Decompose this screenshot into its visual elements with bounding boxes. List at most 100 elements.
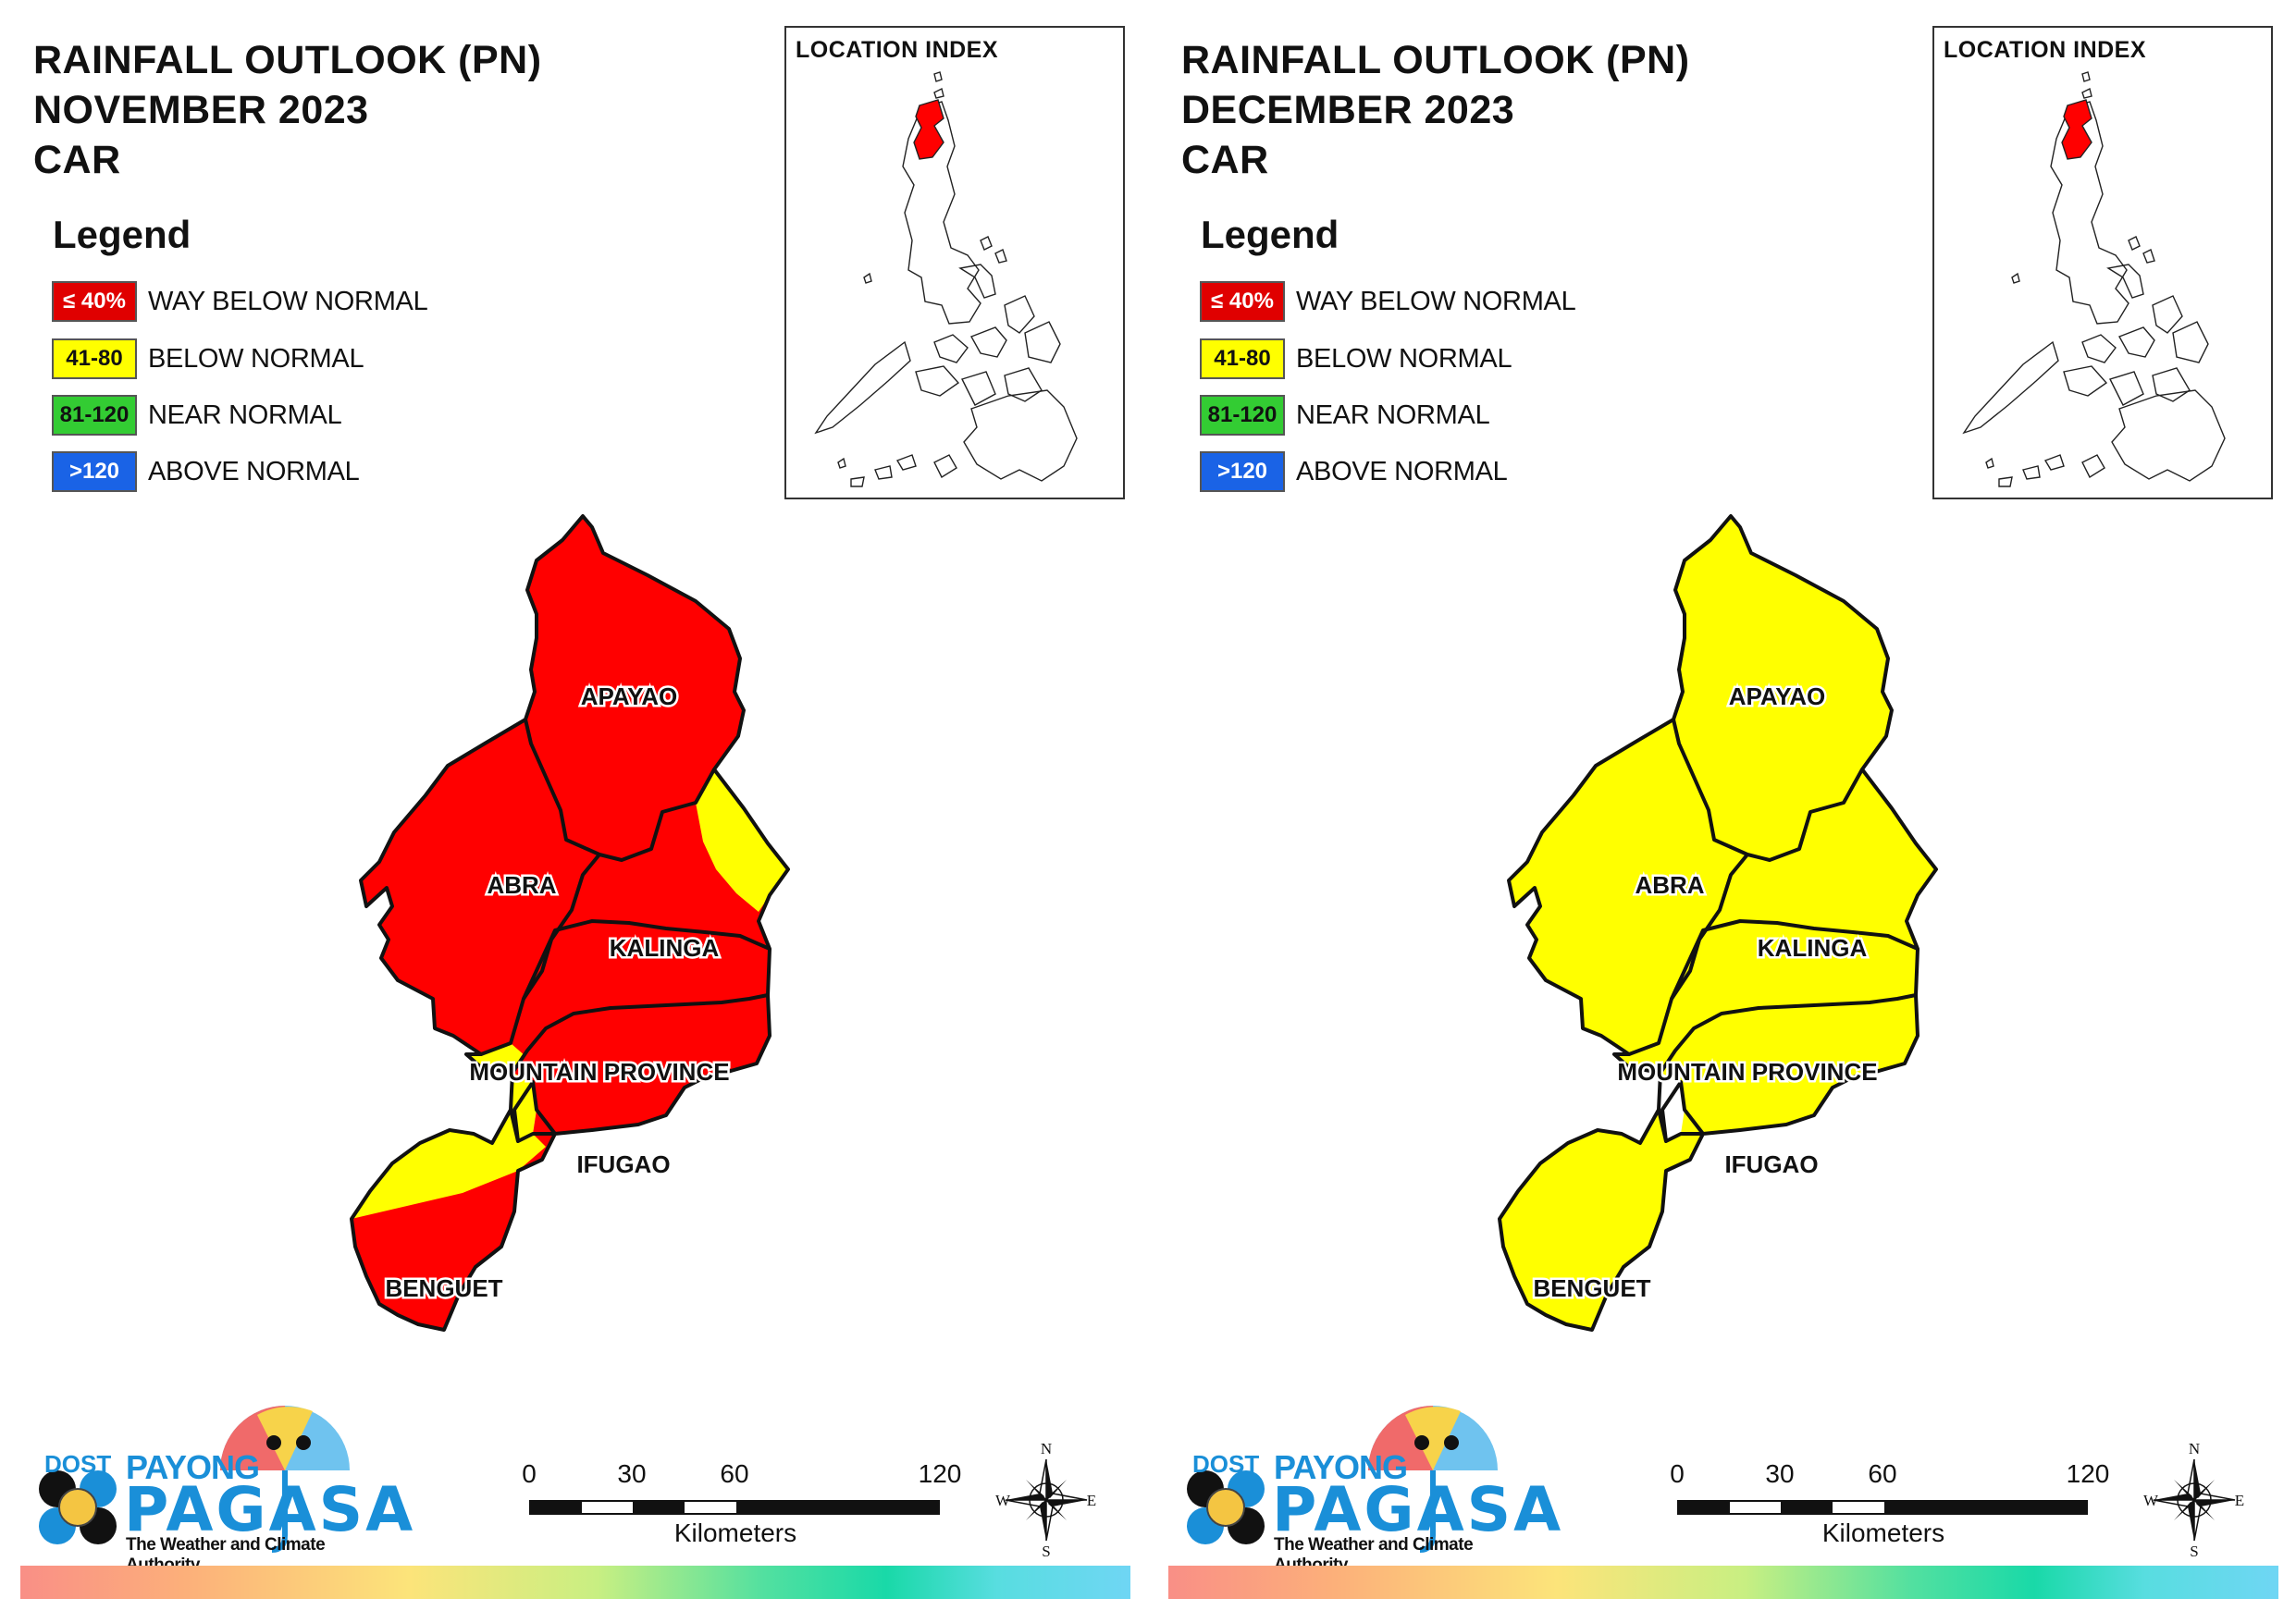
compass-rose-icon: N E S W [995,1440,1096,1559]
title-line-3: CAR [1181,138,1269,182]
legend-item-way-below-normal: ≤ 40% WAY BELOW NORMAL [52,280,428,323]
label-kalinga: KALINGA [610,934,720,962]
compass-n: N [1041,1440,1052,1457]
logo-pagasa-text: PAGASA [1272,1474,1564,1545]
legend-label: ABOVE NORMAL [148,456,360,486]
label-benguet: BENGUET [1533,1274,1650,1302]
label-kalinga: KALINGA [1758,934,1868,962]
title-line-1: RAINFALL OUTLOOK (PN) [1181,38,1690,82]
payong-pagasa-logo: DOST PAYONG PAGASA The Weather and Clima… [35,1387,413,1575]
legend-label: WAY BELOW NORMAL [148,286,428,316]
legend-title: Legend [53,213,191,256]
footer-gradient-bar [1168,1566,2278,1599]
scale-tick: 60 [720,1459,749,1488]
map-panel-december: RAINFALL OUTLOOK (PN) DECEMBER 2023 CAR … [1148,0,2296,1623]
compass-e: E [2235,1492,2244,1509]
map-panel-november: RAINFALL OUTLOOK (PN) NOVEMBER 2023 CAR … [20,26,1130,1599]
scale-bar-graphic [1677,1500,2088,1515]
compass-s: S [1042,1543,1050,1559]
legend-item-near-normal: 81-120 NEAR NORMAL [1200,394,1490,436]
logo-payong-text: PAYONG [126,1448,260,1486]
location-index-inset: LOCATION INDEX [784,26,1125,499]
map-title: RAINFALL OUTLOOK (PN) NOVEMBER 2023 CAR [33,35,542,185]
label-ifugao: IFUGAO [576,1150,670,1178]
compass-w: W [2143,1492,2159,1509]
compass-rose-icon: N E S W [2143,1440,2244,1559]
logo-payong-text: PAYONG [1274,1448,1408,1486]
title-line-2: DECEMBER 2023 [1181,88,1515,132]
label-mountain-province: MOUNTAIN PROVINCE [469,1058,729,1086]
legend-item-near-normal: 81-120 NEAR NORMAL [52,394,342,436]
legend-label: BELOW NORMAL [148,343,364,374]
legend-swatch: >120 [1200,451,1285,492]
scale-tick: 0 [522,1459,537,1488]
legend-label: NEAR NORMAL [148,400,342,430]
logo-graphic [1187,1406,1498,1553]
legend-swatch: 41-80 [52,338,137,379]
legend-label: BELOW NORMAL [1296,343,1512,374]
logo-dost-text: DOST [1192,1450,1260,1478]
scale-unit: Kilometers [1821,1518,1945,1547]
compass-w: W [995,1492,1011,1509]
scale-tick: 30 [1765,1459,1795,1488]
scale-tick: 0 [1670,1459,1685,1488]
province-apayao [1673,516,1892,860]
label-ifugao: IFUGAO [1724,1150,1818,1178]
philippines-locator-map [814,71,1078,487]
scale-tick: 30 [617,1459,647,1488]
title-line-1: RAINFALL OUTLOOK (PN) [33,38,542,82]
legend-item-below-normal: 41-80 BELOW NORMAL [1200,338,1512,380]
logo-pagasa-text: PAGASA [124,1474,416,1545]
label-apayao: APAYAO [581,682,678,710]
province-kalinga [524,769,788,999]
scale-bar: 0 30 60 120 Kilometers [518,1459,961,1552]
compass-n: N [2189,1440,2200,1457]
car-province-map: APAYAO ABRA KALINGA MOUNTAIN PROVINCE IF… [1498,514,1938,1332]
logo-dost-text: DOST [44,1450,112,1478]
label-abra: ABRA [487,871,556,899]
legend-label: WAY BELOW NORMAL [1296,286,1576,316]
label-apayao: APAYAO [1729,682,1826,710]
scale-tick: 60 [1868,1459,1897,1488]
label-abra: ABRA [1635,871,1704,899]
scale-tick: 120 [918,1459,962,1488]
legend-swatch: ≤ 40% [1200,281,1285,322]
car-province-map: APAYAO ABRA KALINGA MOUNTAIN PROVINCE IF… [350,514,790,1332]
label-mountain-province: MOUNTAIN PROVINCE [1617,1058,1877,1086]
inset-title: LOCATION INDEX [796,37,999,63]
province-apayao [525,516,744,860]
payong-pagasa-logo: DOST PAYONG PAGASA The Weather and Clima… [1183,1387,1561,1575]
legend-item-above-normal: >120 ABOVE NORMAL [52,450,360,493]
legend-swatch: 81-120 [52,395,137,436]
legend-label: ABOVE NORMAL [1296,456,1508,486]
province-ifugao [1660,995,1918,1134]
title-line-3: CAR [33,138,121,182]
scale-bar: 0 30 60 120 Kilometers [1666,1459,2109,1552]
scale-tick: 120 [2066,1459,2110,1488]
legend-title: Legend [1201,213,1339,256]
legend-label: NEAR NORMAL [1296,400,1490,430]
scale-bar-graphic [529,1500,940,1515]
compass-e: E [1087,1492,1096,1509]
scale-unit: Kilometers [673,1518,797,1547]
legend-swatch: 41-80 [1200,338,1285,379]
car-highlight [2061,99,2092,160]
label-benguet: BENGUET [385,1274,502,1302]
footer-gradient-bar [20,1566,1130,1599]
province-kalinga [1672,769,1936,999]
map-title: RAINFALL OUTLOOK (PN) DECEMBER 2023 CAR [1181,35,1690,185]
legend-swatch: >120 [52,451,137,492]
car-highlight [913,99,944,160]
legend-item-above-normal: >120 ABOVE NORMAL [1200,450,1508,493]
logo-graphic [39,1406,350,1553]
inset-title: LOCATION INDEX [1944,37,2147,63]
title-line-2: NOVEMBER 2023 [33,88,369,132]
legend-item-below-normal: 41-80 BELOW NORMAL [52,338,364,380]
philippines-locator-map [1962,71,2226,487]
legend-item-way-below-normal: ≤ 40% WAY BELOW NORMAL [1200,280,1576,323]
legend-swatch: ≤ 40% [52,281,137,322]
compass-s: S [2190,1543,2198,1559]
location-index-inset: LOCATION INDEX [1932,26,2273,499]
province-benguet [1500,1110,1703,1330]
legend-swatch: 81-120 [1200,395,1285,436]
